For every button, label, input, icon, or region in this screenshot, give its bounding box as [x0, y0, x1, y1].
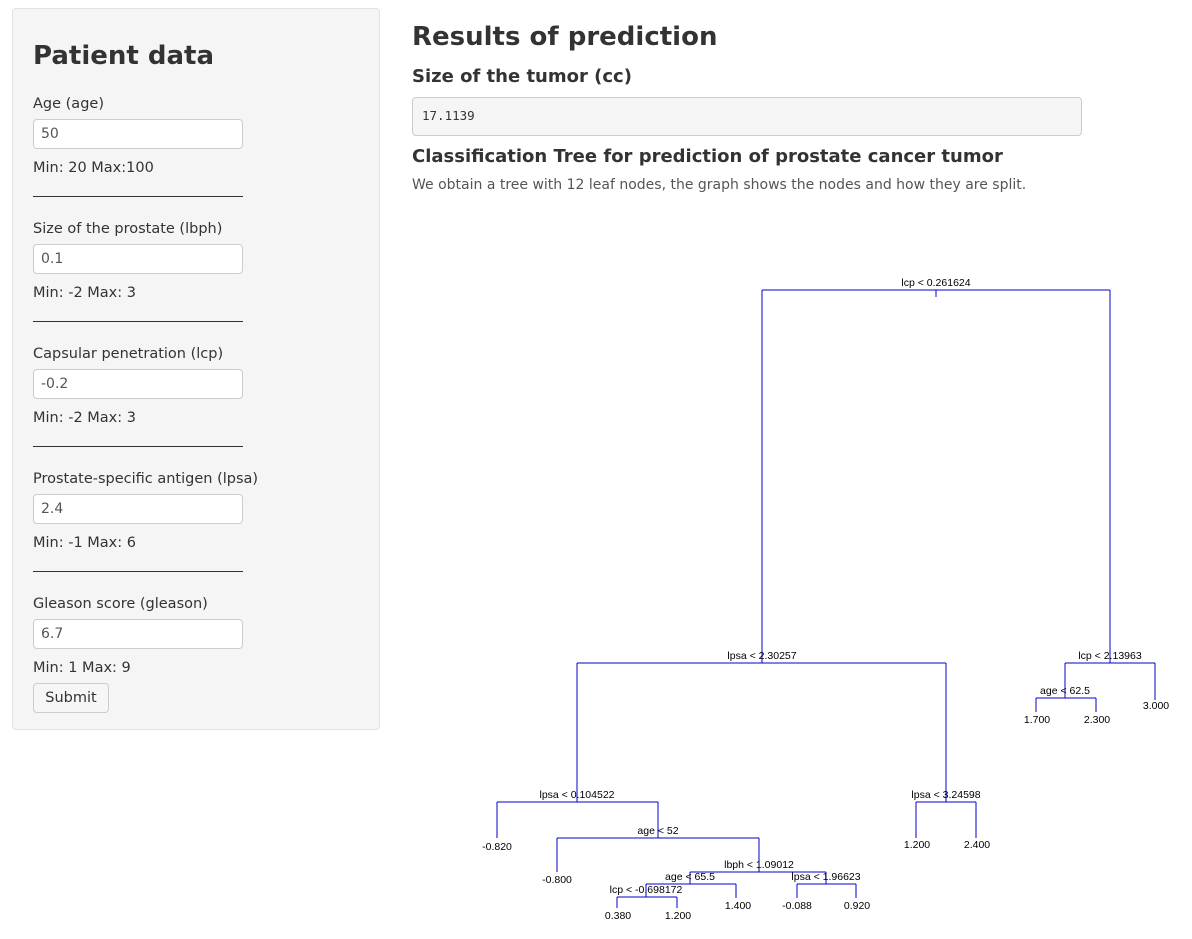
tree-description: We obtain a tree with 12 leaf nodes, the…: [412, 177, 1027, 193]
lbph-field-group: Size of the prostate (lbph) Min: -2 Max:…: [33, 221, 333, 322]
lpsa-field-group: Prostate-specific antigen (lpsa) Min: -1…: [33, 471, 333, 572]
tree-split-label: lpsa < 2.30257: [727, 650, 796, 662]
age-field-group: Age (age) Min: 20 Max:100: [33, 96, 333, 197]
tree-leaf-label: 3.000: [1143, 700, 1169, 712]
tree-split-label: lpsa < 1.96623: [791, 871, 860, 883]
tree-leaf-label: 1.700: [1024, 714, 1050, 726]
lpsa-input[interactable]: [33, 494, 243, 524]
patient-data-panel: Patient data Age (age) Min: 20 Max:100 S…: [12, 8, 380, 730]
panel-title: Patient data: [33, 41, 214, 71]
lpsa-label: Prostate-specific antigen (lpsa): [33, 471, 259, 487]
tree-split-label: age < 62.5: [1040, 685, 1090, 697]
age-label: Age (age): [33, 96, 104, 112]
tumor-size-heading: Size of the tumor (cc): [412, 66, 632, 87]
tumor-size-output: 17.1139: [412, 97, 1082, 136]
lcp-field-group: Capsular penetration (lcp) Min: -2 Max: …: [33, 346, 333, 447]
tree-split-label: lcp < 0.261624: [901, 277, 970, 289]
tree-leaf-label: 1.200: [904, 839, 930, 851]
tree-split-label: age < 65.5: [665, 871, 715, 883]
tree-leaf-label: -0.820: [482, 841, 512, 853]
lcp-label: Capsular penetration (lcp): [33, 346, 224, 362]
results-title: Results of prediction: [412, 22, 718, 52]
divider: [33, 196, 243, 197]
lpsa-range: Min: -1 Max: 6: [33, 535, 136, 551]
tree-leaf-label: -0.088: [782, 900, 812, 912]
gleason-label: Gleason score (gleason): [33, 596, 208, 612]
submit-button[interactable]: Submit: [33, 683, 109, 713]
tree-leaf-label: 0.380: [605, 910, 631, 922]
lcp-range: Min: -2 Max: 3: [33, 410, 136, 426]
gleason-range: Min: 1 Max: 9: [33, 660, 131, 676]
age-range: Min: 20 Max:100: [33, 160, 154, 176]
lbph-range: Min: -2 Max: 3: [33, 285, 136, 301]
tree-split-label: lpsa < 3.24598: [911, 789, 980, 801]
tree-leaf-label: 1.400: [725, 900, 751, 912]
lcp-input[interactable]: [33, 369, 243, 399]
lbph-label: Size of the prostate (lbph): [33, 221, 223, 237]
tree-split-label: lbph < 1.09012: [724, 859, 794, 871]
tree-split-label: lcp < 2.13963: [1078, 650, 1142, 662]
gleason-input[interactable]: [33, 619, 243, 649]
tree-heading: Classification Tree for prediction of pr…: [412, 146, 1003, 167]
tree-leaf-label: -0.800: [542, 874, 572, 886]
gleason-field-group: Gleason score (gleason) Min: 1 Max: 9: [33, 596, 333, 676]
divider: [33, 446, 243, 447]
divider: [33, 571, 243, 572]
tree-split-label: lcp < -0.698172: [610, 884, 683, 896]
tree-leaf-label: 1.200: [665, 910, 691, 922]
tree-split-label: age < 52: [637, 825, 678, 837]
tree-leaf-label: 2.400: [964, 839, 990, 851]
tree-leaf-label: 2.300: [1084, 714, 1110, 726]
tree-leaf-label: 0.920: [844, 900, 870, 912]
divider: [33, 321, 243, 322]
tree-split-label: lpsa < 0.104522: [539, 789, 614, 801]
lbph-input[interactable]: [33, 244, 243, 274]
age-input[interactable]: [33, 119, 243, 149]
